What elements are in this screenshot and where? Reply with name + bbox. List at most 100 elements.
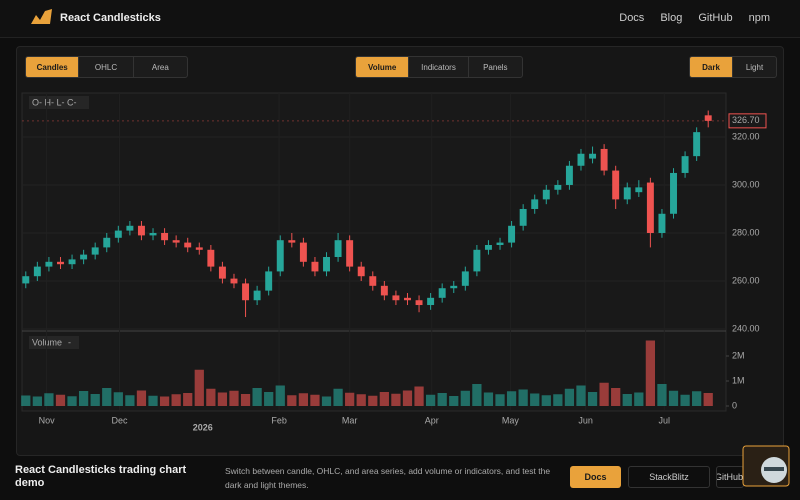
candle-body <box>33 266 41 277</box>
candle-body <box>404 297 411 301</box>
last-price-box <box>728 113 767 129</box>
volume-bar <box>298 393 309 406</box>
candle-body <box>392 295 400 301</box>
volume-bar <box>391 393 401 406</box>
volume-bar <box>194 369 204 406</box>
candle-body <box>80 254 88 260</box>
volume-bar <box>460 390 470 406</box>
volume-bar <box>55 394 66 406</box>
candle-body <box>230 278 238 284</box>
volume-bar <box>483 392 494 406</box>
button[interactable]: Area <box>151 62 169 72</box>
volume-bar <box>703 393 713 406</box>
floating-widget[interactable] <box>742 445 790 487</box>
volume-bar <box>668 390 679 406</box>
logo <box>31 9 52 24</box>
volume-bar <box>449 396 459 406</box>
volume-bar <box>599 382 609 406</box>
y2-tick-label: 2M <box>732 350 745 360</box>
volume-bar <box>102 388 112 406</box>
volume-bar <box>229 390 239 406</box>
candle-body <box>646 182 654 233</box>
volume-bar <box>310 394 320 406</box>
nav-link[interactable]: Blog <box>660 12 683 24</box>
candle-body <box>253 290 261 301</box>
candle-body <box>496 242 504 245</box>
volume-bar <box>622 394 632 406</box>
volume-bar <box>321 396 332 406</box>
candle-body <box>658 213 666 233</box>
candle-body <box>57 261 64 265</box>
x-tick-label: Jun <box>578 415 593 425</box>
candle-body <box>473 249 481 272</box>
y2-tick-label: 1M <box>732 375 745 385</box>
y-tick-label: 240.00 <box>732 323 760 333</box>
candle-body <box>276 240 284 272</box>
volume-bar <box>252 388 262 406</box>
series-toggle: Candles OHLC Area <box>25 56 188 78</box>
button[interactable]: OHLC <box>79 57 134 77</box>
x-tick-label: Nov <box>39 415 56 425</box>
candle-body <box>704 115 712 121</box>
candle-body <box>242 283 250 301</box>
candle-body <box>670 172 677 214</box>
volume-bar <box>148 395 158 406</box>
candle-body <box>172 240 180 243</box>
x-tick-label: Mar <box>342 415 358 425</box>
button[interactable]: Volume <box>356 57 410 77</box>
volume-bar <box>611 388 621 406</box>
button[interactable]: Panels <box>483 62 508 72</box>
nav-link[interactable]: Docs <box>619 12 645 24</box>
candle-body <box>126 225 134 231</box>
button[interactable]: Light <box>745 62 764 72</box>
volume-bar <box>356 394 366 406</box>
volume-bar <box>333 388 343 406</box>
y-tick-label: 260.00 <box>732 275 760 285</box>
x-tick-label: Feb <box>271 415 287 425</box>
candle-body <box>45 261 53 267</box>
ohlc-legend: O- H- L- C- <box>32 97 77 107</box>
volume-bar <box>379 392 389 406</box>
footer-title: React Candlesticks trading chart demo <box>15 464 187 489</box>
volume-bar <box>530 393 540 406</box>
volume-bar <box>78 391 89 406</box>
candle-body <box>357 266 365 277</box>
volume-legend: - <box>68 337 71 347</box>
candle-body <box>623 187 631 200</box>
candle-body <box>334 240 342 258</box>
volume-bar <box>345 392 355 406</box>
volume-bar <box>587 392 598 406</box>
candle-body <box>114 230 122 238</box>
candle-body <box>195 247 203 250</box>
candle-body <box>693 132 701 157</box>
nav-link[interactable]: npm <box>748 12 770 24</box>
button[interactable]: Docs <box>570 466 621 488</box>
volume-bar <box>159 396 170 406</box>
candle-body <box>91 247 99 255</box>
volume-bar <box>32 396 42 406</box>
button[interactable]: Candles <box>26 57 80 77</box>
volume-bar <box>287 395 297 406</box>
candle-body <box>149 232 157 236</box>
candle-body <box>323 257 330 272</box>
x-tick-label: May <box>502 415 520 425</box>
volume-bar <box>21 395 31 406</box>
y-tick-label: 300.00 <box>732 179 760 189</box>
nav-link[interactable]: GitHub <box>698 12 733 24</box>
volume-bar <box>564 388 575 406</box>
button[interactable]: Indicators <box>409 57 469 77</box>
candle-body <box>103 237 111 248</box>
button[interactable]: StackBlitz <box>628 466 710 488</box>
x-tick-label: Dec <box>111 415 128 425</box>
button[interactable]: Dark <box>690 57 734 77</box>
button[interactable]: GitHub <box>716 466 744 488</box>
theme-toggle: Dark Light <box>689 56 777 78</box>
candle-body <box>218 266 226 279</box>
candle-body <box>22 276 30 284</box>
nav: Docs Blog GitHub npm <box>619 12 770 24</box>
candle-body <box>542 189 550 200</box>
volume-bar <box>113 392 123 406</box>
volume-bar <box>171 394 181 406</box>
brand[interactable]: React Candlesticks <box>60 12 161 24</box>
